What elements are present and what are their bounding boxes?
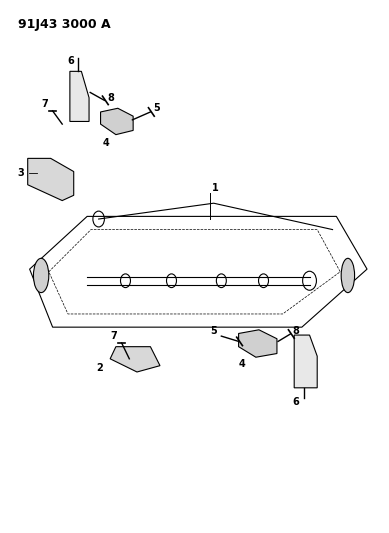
Ellipse shape: [341, 259, 355, 293]
Polygon shape: [28, 158, 74, 200]
Text: 7: 7: [41, 99, 48, 109]
Polygon shape: [70, 71, 89, 122]
Text: 8: 8: [293, 326, 300, 336]
Text: 3: 3: [17, 167, 24, 177]
Polygon shape: [100, 108, 133, 135]
Text: 4: 4: [239, 359, 246, 369]
Text: 91J43 3000 A: 91J43 3000 A: [18, 18, 111, 30]
Text: 7: 7: [110, 331, 117, 341]
Text: 6: 6: [68, 56, 74, 66]
Polygon shape: [238, 330, 277, 357]
Text: 4: 4: [102, 138, 109, 148]
Ellipse shape: [33, 259, 49, 293]
Text: 5: 5: [210, 326, 217, 336]
Polygon shape: [110, 346, 160, 372]
Text: 2: 2: [96, 363, 103, 373]
Text: 6: 6: [293, 397, 299, 407]
Text: 8: 8: [107, 93, 114, 103]
Text: 5: 5: [153, 103, 160, 114]
Polygon shape: [294, 335, 317, 388]
Text: 1: 1: [212, 183, 219, 193]
